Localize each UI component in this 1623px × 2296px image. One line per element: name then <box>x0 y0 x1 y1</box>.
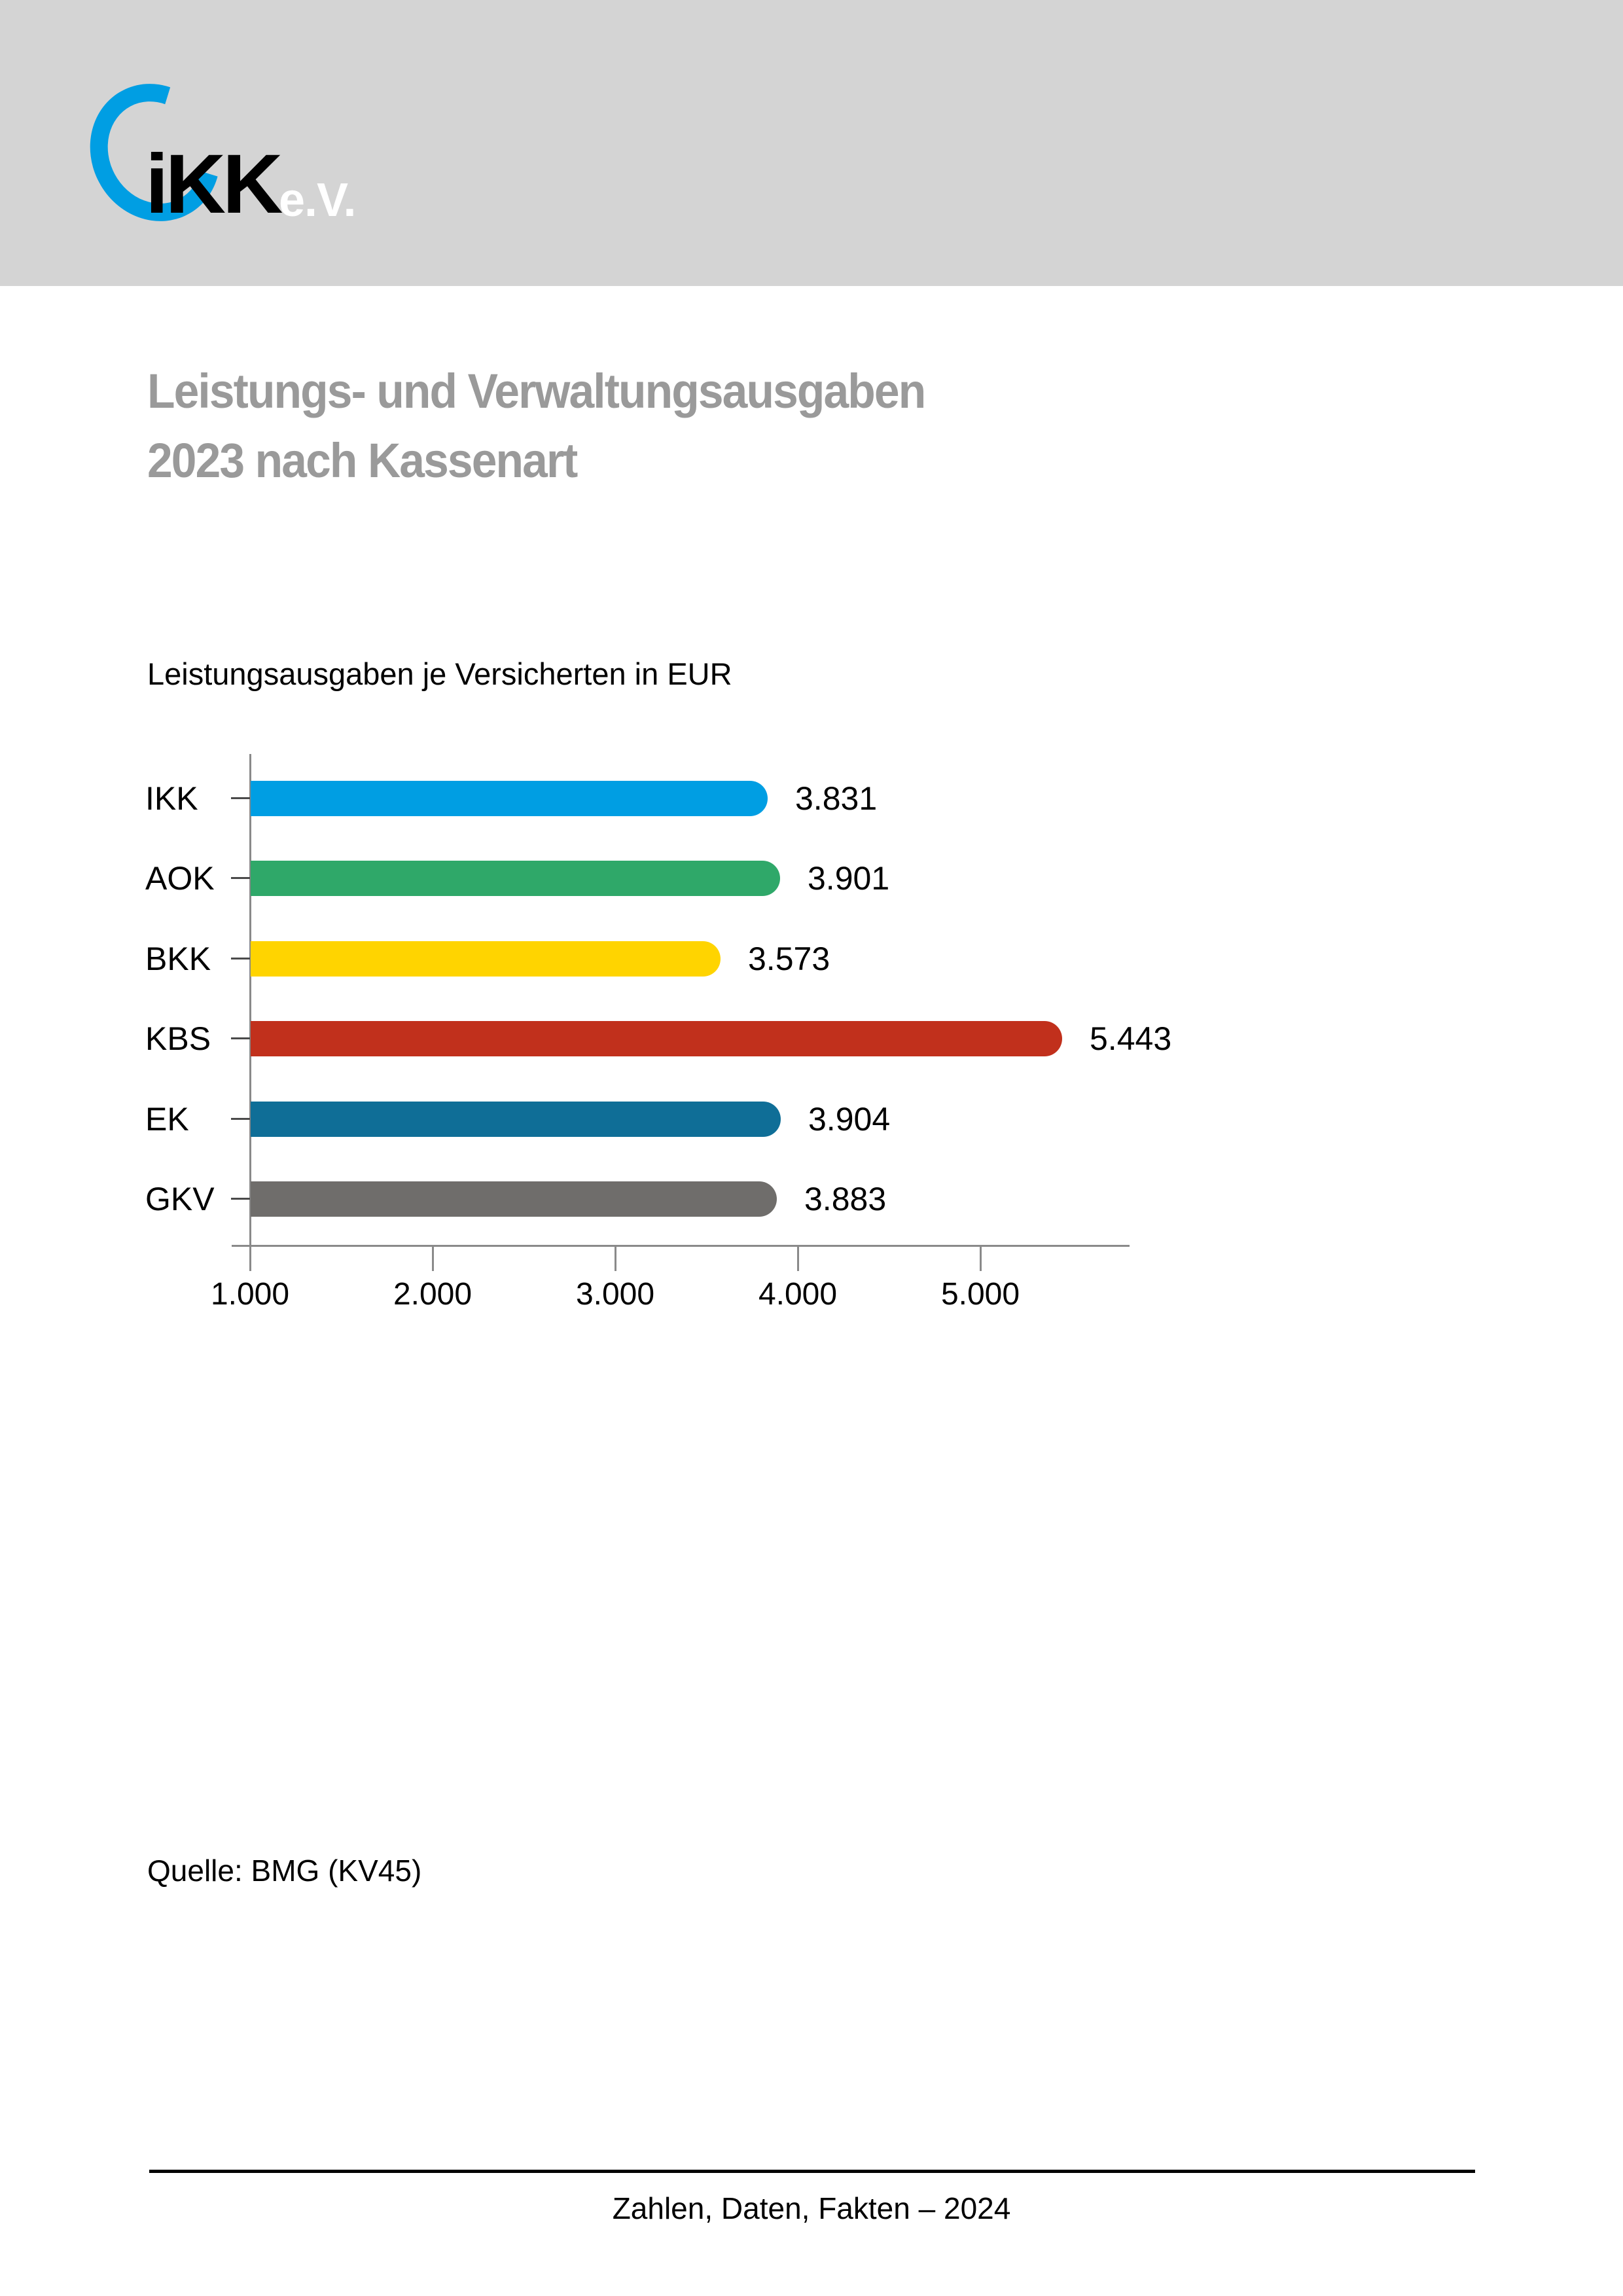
chart-bar <box>251 1102 781 1137</box>
x-axis-tick-label: 5.000 <box>940 1277 1020 1312</box>
page-title: Leistungs- und Verwaltungsausgaben 2023 … <box>147 357 926 495</box>
chart-category-label: AOK <box>145 860 215 897</box>
footer-text: Zahlen, Daten, Fakten – 2024 <box>612 2191 1011 2225</box>
x-axis-tick <box>249 1245 251 1271</box>
chart-title: Leistungsausgaben je Versicherten in EUR <box>147 656 732 691</box>
chart-category-label: BKK <box>145 941 211 977</box>
chart-value-label: 3.901 <box>808 860 890 897</box>
x-axis-tick <box>980 1245 982 1271</box>
chart-bar <box>251 781 768 816</box>
x-axis-tick <box>797 1245 799 1271</box>
x-axis-tick <box>615 1245 616 1271</box>
header-band <box>0 0 1623 286</box>
logo-text-main: iKK <box>145 137 283 231</box>
x-axis-tick-label: 1.000 <box>210 1277 290 1312</box>
category-tick <box>231 797 250 799</box>
source-note: Quelle: BMG (KV45) <box>147 1854 422 1888</box>
page-title-line2: 2023 nach Kassenart <box>147 433 578 488</box>
chart-category-label: IKK <box>145 780 198 817</box>
chart-value-label: 3.831 <box>795 780 878 817</box>
ikk-logo: iKK e.V. <box>66 60 550 247</box>
chart-category-label: GKV <box>145 1181 215 1217</box>
logo-text-suffix: e.V. <box>279 174 356 226</box>
chart-category-label: KBS <box>145 1020 211 1057</box>
chart-value-label: 3.904 <box>808 1101 891 1138</box>
y-axis-line <box>249 754 251 1246</box>
x-axis-tick-label: 4.000 <box>758 1277 838 1312</box>
chart-value-label: 3.883 <box>804 1181 887 1217</box>
chart-bar <box>251 941 721 977</box>
x-axis-line <box>232 1245 1130 1247</box>
chart-value-label: 3.573 <box>748 941 830 977</box>
chart-value-label: 5.443 <box>1090 1020 1172 1057</box>
chart-bar <box>251 1181 777 1217</box>
x-axis-tick <box>432 1245 434 1271</box>
x-axis-tick-label: 2.000 <box>393 1277 473 1312</box>
category-tick <box>231 1037 250 1039</box>
category-tick <box>231 1198 250 1200</box>
category-tick <box>231 1118 250 1120</box>
chart-category-label: EK <box>145 1101 189 1138</box>
x-axis-tick-label: 3.000 <box>575 1277 655 1312</box>
page-title-line1: Leistungs- und Verwaltungsausgaben <box>147 364 926 418</box>
chart-bar <box>251 1021 1062 1056</box>
footer-rule <box>149 2170 1475 2173</box>
category-tick <box>231 877 250 879</box>
category-tick <box>231 958 250 960</box>
chart-bar <box>251 861 780 896</box>
